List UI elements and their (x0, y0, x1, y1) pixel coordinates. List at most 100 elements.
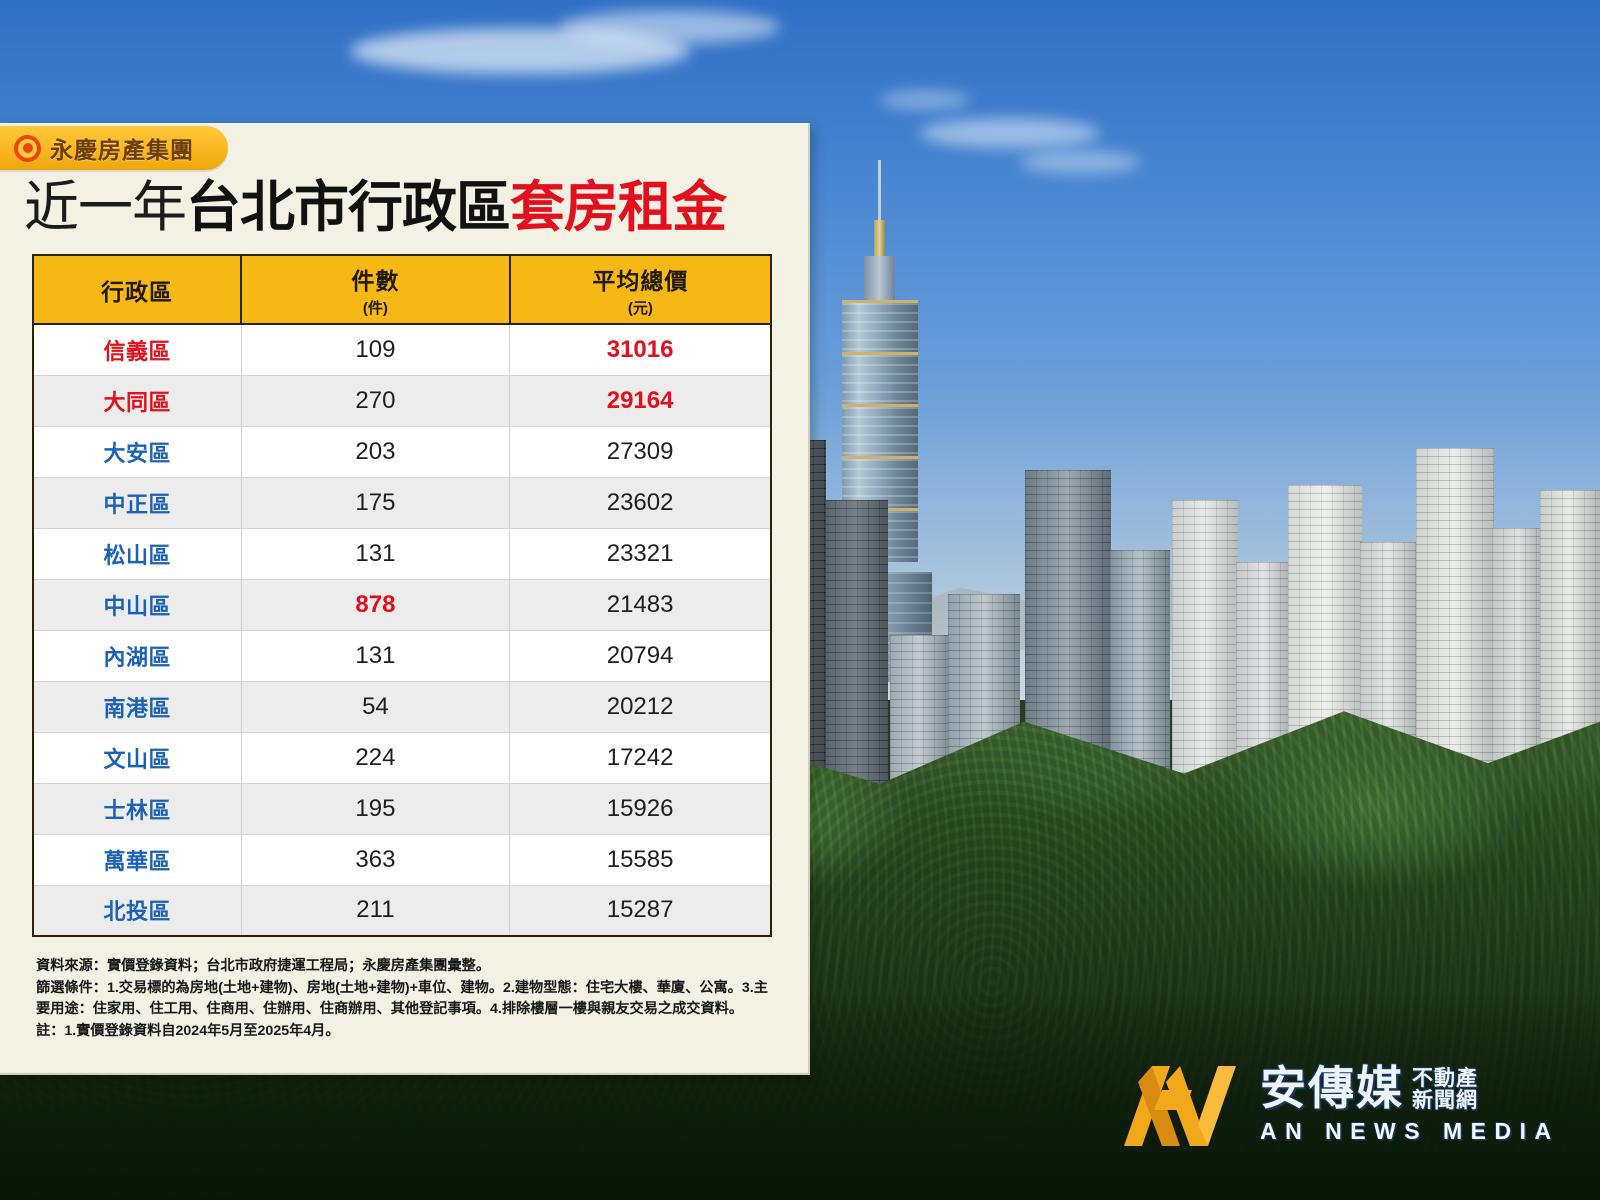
count-value: 211 (356, 896, 395, 924)
cell-district: 中正區 (31, 477, 242, 529)
table-row: 松山區 131 23321 (31, 528, 773, 580)
table-row: 南港區 54 20212 (31, 681, 773, 733)
rent-table-wrapper: 行政區 件數 (件) 平均總價 (元) 信義區 109 31016 大同區 270 291… (31, 254, 773, 937)
district-label: 大安區 (103, 440, 172, 466)
brand-name: 永慶房產集團 (50, 137, 194, 163)
price-value: 15585 (606, 845, 674, 873)
title-part-bold: 台北市行政區 (186, 176, 511, 238)
cell-price: 20212 (509, 681, 773, 733)
watermark-en-name: AN NEWS MEDIA (1260, 1118, 1560, 1144)
cell-price: 15926 (509, 783, 773, 835)
price-value: 23602 (606, 488, 674, 516)
price-value: 17242 (606, 743, 674, 771)
price-value: 15926 (606, 794, 674, 822)
cloud (920, 118, 1100, 148)
watermark-sub-line1: 不動產 (1412, 1067, 1478, 1091)
footnote-period: 註：1.實價登錄資料自2024年5月至2025年4月。 (36, 1022, 340, 1039)
cell-count: 131 (240, 630, 511, 682)
column-header-count: 件數 (件) (240, 254, 511, 325)
count-value: 109 (355, 335, 396, 363)
cell-district: 士林區 (31, 783, 242, 835)
district-label: 南港區 (103, 695, 172, 721)
cell-price: 31016 (509, 324, 773, 376)
district-label: 中山區 (103, 593, 172, 619)
cell-count: 203 (240, 426, 511, 478)
cloud (880, 90, 970, 110)
cell-count: 211 (240, 885, 511, 937)
table-row: 大安區 203 27309 (31, 426, 773, 478)
cloud (560, 10, 780, 44)
yungching-ring-icon (14, 134, 41, 162)
count-value: 195 (355, 794, 396, 822)
cell-count: 195 (240, 783, 511, 835)
table-row: 北投區 211 15287 (31, 885, 773, 937)
watermark-sub-line2: 新聞網 (1412, 1088, 1478, 1112)
cell-district: 大同區 (31, 375, 242, 427)
district-label: 內湖區 (103, 644, 172, 670)
cloud (1020, 150, 1140, 174)
count-value: 363 (355, 845, 396, 873)
watermark-cn-name: 安傳媒 (1260, 1062, 1404, 1114)
cell-price: 27309 (509, 426, 773, 478)
count-value: 203 (355, 437, 396, 465)
page-title: 近一年台北市行政區套房租金 (24, 179, 794, 236)
table-row: 中正區 175 23602 (31, 477, 773, 529)
price-value: 20794 (606, 641, 674, 669)
table-row: 文山區 224 17242 (31, 732, 773, 784)
watermark-an-news-media: 安傳媒 不動產 新聞網 AN NEWS MEDIA (1118, 1062, 1560, 1148)
price-value: 15287 (606, 896, 674, 924)
cell-count: 109 (240, 324, 511, 376)
cell-price: 21483 (509, 579, 773, 631)
an-monogram-icon (1118, 1062, 1246, 1148)
cell-count: 878 (240, 579, 511, 631)
price-value: 21483 (606, 590, 674, 618)
cell-count: 270 (240, 375, 511, 427)
cell-price: 23602 (509, 477, 773, 529)
table-row: 中山區 878 21483 (31, 579, 773, 631)
cell-district: 南港區 (31, 681, 242, 733)
district-label: 萬華區 (103, 848, 172, 874)
count-value: 224 (355, 743, 396, 771)
price-value: 27309 (606, 437, 674, 465)
cell-price: 29164 (509, 375, 773, 427)
cell-district: 大安區 (31, 426, 242, 478)
count-value: 131 (355, 641, 396, 669)
table-row: 信義區 109 31016 (31, 324, 773, 376)
footnote-filter: 篩選條件：1.交易標的為房地(土地+建物)、房地(土地+建物)+車位、建物。2.… (36, 979, 768, 1017)
cell-count: 131 (240, 528, 511, 580)
watermark-text: 安傳媒 不動產 新聞網 AN NEWS MEDIA (1260, 1065, 1560, 1145)
cell-district: 信義區 (31, 324, 242, 376)
table-row: 士林區 195 15926 (31, 783, 773, 835)
cell-count: 175 (240, 477, 511, 529)
cloud (350, 28, 690, 74)
district-label: 文山區 (103, 746, 172, 772)
count-value: 878 (355, 590, 396, 618)
cell-price: 23321 (509, 528, 773, 580)
column-header-price: 平均總價 (元) (508, 254, 773, 325)
cell-district: 松山區 (31, 528, 242, 580)
count-value: 54 (362, 692, 389, 720)
city-skyline-buildings (780, 330, 1600, 800)
district-label: 松山區 (103, 542, 172, 568)
district-label: 士林區 (103, 797, 172, 823)
infographic-card: 永慶房產集團 近一年台北市行政區套房租金 行政區 件數 (件) 平均總 (0, 123, 810, 1075)
price-value: 23321 (606, 539, 674, 567)
table-row: 大同區 270 29164 (31, 375, 773, 427)
title-part-highlight: 套房租金 (510, 176, 727, 238)
footnotes: 資料來源：實價登錄資料；台北市政府捷運工程局；永慶房產集團彙整。 篩選條件：1.… (36, 956, 774, 1043)
count-value: 131 (355, 539, 396, 567)
price-value: 20212 (606, 692, 674, 720)
district-label: 中正區 (103, 491, 172, 517)
table-body: 信義區 109 31016 大同區 270 29164 大安區 203 27309 中正區 175 2… (31, 324, 773, 937)
cell-district: 中山區 (31, 579, 242, 631)
title-part-light: 近一年 (24, 176, 187, 238)
price-value: 29164 (606, 386, 674, 414)
footnote-source: 資料來源：實價登錄資料；台北市政府捷運工程局；永慶房產集團彙整。 (36, 958, 491, 974)
cell-district: 萬華區 (31, 834, 242, 886)
cell-count: 363 (240, 834, 511, 886)
rent-table: 行政區 件數 (件) 平均總價 (元) 信義區 109 31016 大同區 270 291… (31, 254, 773, 937)
table-header-row: 行政區 件數 (件) 平均總價 (元) (31, 254, 773, 325)
count-value: 175 (355, 488, 396, 516)
cell-price: 15585 (509, 834, 773, 886)
brand-badge: 永慶房產集團 (0, 126, 228, 170)
